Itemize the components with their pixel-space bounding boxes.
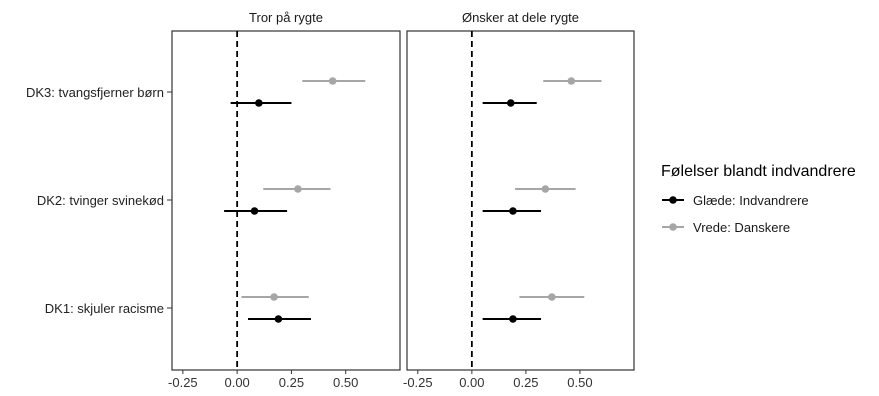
panel-strip xyxy=(172,5,400,31)
legend-key-point xyxy=(669,196,677,204)
estimate-point xyxy=(548,293,556,301)
panel-title: Tror på rygte xyxy=(249,10,323,25)
panel-border xyxy=(406,30,635,371)
estimate-point xyxy=(250,207,259,215)
x-tick-label: 0.25 xyxy=(513,375,538,390)
estimate-point xyxy=(567,77,576,85)
estimate-point xyxy=(294,185,302,193)
y-tick-label: DK1: skjuler racisme xyxy=(45,301,164,316)
x-tick-label: 0.25 xyxy=(279,375,304,390)
legend-label: Vrede: Danskere xyxy=(693,220,790,235)
estimate-point xyxy=(506,99,515,107)
x-tick-label: -0.25 xyxy=(168,375,198,390)
y-tick-label: DK3: tvangsfjerner børn xyxy=(26,85,164,100)
x-tick-label: 0.50 xyxy=(567,375,592,390)
x-tick-label: -0.25 xyxy=(403,375,433,390)
estimate-point xyxy=(509,315,517,323)
x-tick-label: 0.00 xyxy=(459,375,484,390)
estimate-point xyxy=(328,77,337,85)
x-tick-label: 0.50 xyxy=(333,375,358,390)
y-tick-label: DK2: tvinger svinekød xyxy=(37,193,164,208)
estimate-point xyxy=(541,185,550,193)
panel-strip xyxy=(407,5,634,31)
estimate-point xyxy=(274,315,283,323)
legend-label: Glæde: Indvandrere xyxy=(693,193,809,208)
panel-border xyxy=(171,30,401,371)
legend-title: Følelser blandt indvandrere xyxy=(661,163,856,180)
x-tick-label: 0.00 xyxy=(224,375,249,390)
panel-title: Ønsker at dele rygte xyxy=(462,10,579,25)
estimate-point xyxy=(270,293,278,301)
estimate-point xyxy=(509,207,517,215)
legend-key-point xyxy=(669,223,677,231)
estimate-point xyxy=(255,99,263,107)
